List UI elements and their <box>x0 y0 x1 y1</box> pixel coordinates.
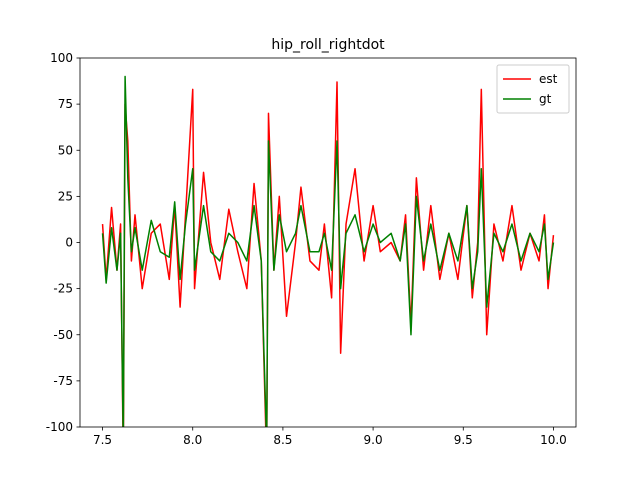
y-tick-label: -25 <box>53 282 73 296</box>
x-tick-label: 7.5 <box>93 433 112 447</box>
series-line <box>101 75 555 427</box>
legend-box <box>496 64 570 114</box>
y-tick-label: 100 <box>50 51 73 65</box>
legend-label: est <box>539 72 558 86</box>
x-tick-label: 9.5 <box>454 433 473 447</box>
y-tick-label: 0 <box>65 236 73 250</box>
legend-label: gt <box>539 92 552 106</box>
y-tick-label: 25 <box>58 189 73 203</box>
y-tick-label: -75 <box>53 374 73 388</box>
y-tick-label: -100 <box>46 420 73 434</box>
y-tick-label: 50 <box>58 143 73 157</box>
y-tick-label: -50 <box>53 328 73 342</box>
axes-frame <box>79 57 577 428</box>
x-tick-label: 10.0 <box>540 433 567 447</box>
x-tick-label: 8.5 <box>273 433 292 447</box>
x-tick-label: 9.0 <box>364 433 383 447</box>
chart-title: hip_roll_rightdot <box>271 37 385 53</box>
y-tick-label: 75 <box>58 97 73 111</box>
x-tick-label: 8.0 <box>183 433 202 447</box>
plot-area <box>101 75 555 427</box>
